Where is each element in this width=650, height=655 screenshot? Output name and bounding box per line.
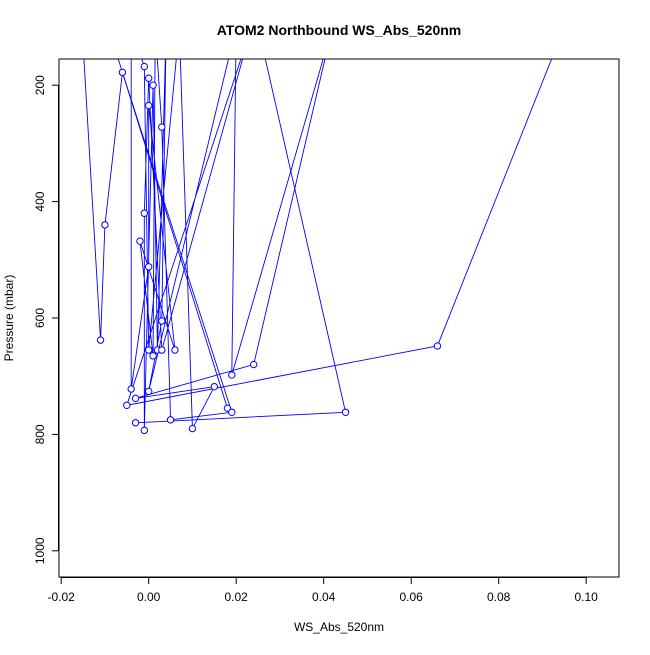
data-point — [228, 371, 236, 379]
data-point — [433, 342, 442, 350]
plot-frame — [58, 58, 620, 578]
data-point — [158, 123, 166, 131]
data-point — [223, 404, 232, 412]
data-point — [158, 317, 166, 325]
data-point — [96, 336, 105, 344]
data-point — [144, 263, 153, 271]
data-point — [131, 419, 140, 427]
x-tick-label: -0.02 — [48, 590, 76, 604]
chart-title: ATOM2 Northbound WS_Abs_520nm — [217, 22, 462, 38]
data-point — [149, 352, 157, 360]
data-point — [249, 360, 258, 369]
data-point — [158, 346, 166, 354]
y-tick-label: 600 — [33, 308, 47, 328]
data-point — [123, 401, 131, 410]
data-point — [127, 385, 135, 393]
x-tick-label: 0.08 — [487, 590, 511, 604]
data-point — [101, 221, 109, 229]
y-tick-label: 800 — [33, 424, 47, 444]
data-point — [144, 346, 153, 354]
data-point — [188, 424, 197, 433]
data-point — [140, 62, 149, 71]
data-point — [341, 408, 350, 416]
data-point — [149, 81, 157, 89]
data-point — [140, 426, 149, 435]
y-tick-label: 400 — [33, 191, 47, 211]
data-point — [144, 387, 153, 396]
y-axis-label: Pressure (mbar) — [2, 275, 16, 362]
x-tick-label: 0.06 — [400, 590, 424, 604]
x-tick-label: 0.04 — [312, 590, 336, 604]
x-tick-label: 0.02 — [225, 590, 249, 604]
data-point — [210, 382, 219, 391]
data-point — [140, 209, 149, 217]
data-point — [144, 74, 153, 82]
data-point — [136, 237, 144, 245]
series-line — [83, 59, 553, 431]
x-axis-label: WS_Abs_520nm — [294, 620, 384, 634]
data-point — [118, 68, 127, 77]
x-tick-label: 0.00 — [137, 590, 161, 604]
x-tick-label: 0.10 — [575, 590, 599, 604]
y-tick-label: 200 — [33, 75, 47, 95]
data-point — [144, 101, 153, 110]
data-point — [166, 416, 175, 424]
data-point — [131, 394, 140, 403]
series-line-segment — [135, 59, 347, 424]
series-line-segment — [117, 59, 228, 409]
data-point — [228, 408, 236, 416]
data-point — [171, 346, 179, 354]
y-tick-label: 1000 — [33, 537, 47, 564]
